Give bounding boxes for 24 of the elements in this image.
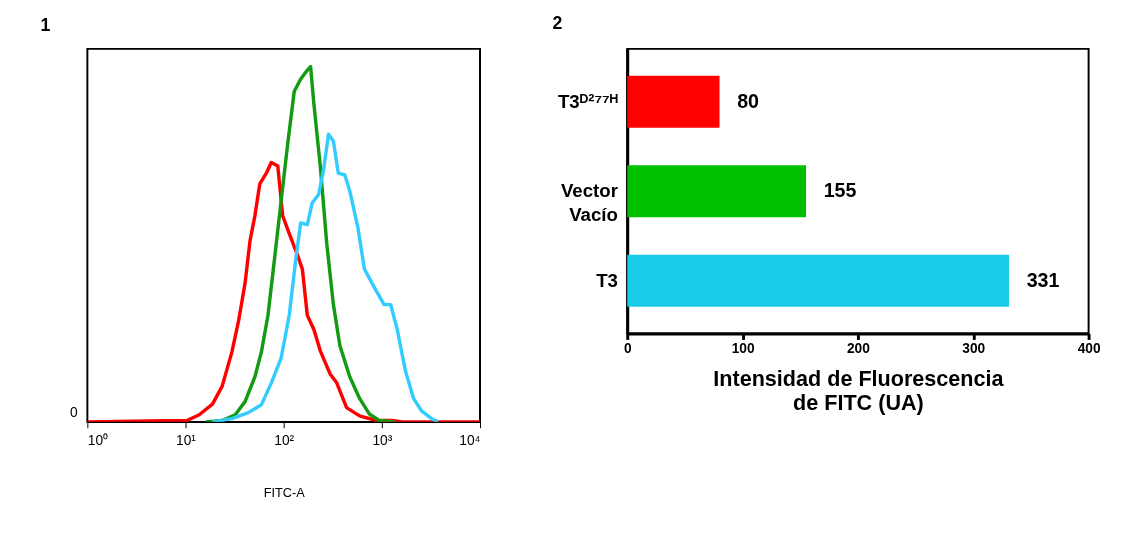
x-tick-label: 10⁰ xyxy=(87,432,109,448)
y-tick-label: T3ᴰ²⁷⁷ᴴ xyxy=(557,90,618,112)
x-axis-title: FITC-A xyxy=(263,484,306,500)
bar xyxy=(627,165,807,218)
bar xyxy=(627,75,720,128)
x-tick-label: 10² xyxy=(274,432,295,448)
x-tick-label: 0 xyxy=(623,340,632,356)
chart-title: 2 xyxy=(552,13,563,34)
x-tick-label: 10⁴ xyxy=(459,432,481,448)
y-tick-label: Vector Vacío xyxy=(560,180,618,225)
x-tick-label: 10³ xyxy=(372,432,393,448)
x-tick-label: 400 xyxy=(1077,340,1101,356)
x-tick-label: 300 xyxy=(962,340,986,356)
x-tick-label: 100 xyxy=(731,340,755,356)
x-tick-label: 10¹ xyxy=(176,432,197,448)
text: 0 xyxy=(69,404,78,420)
x-tick-label: 200 xyxy=(846,340,871,356)
y-tick-label: T3 xyxy=(596,269,618,291)
data-label: 80 xyxy=(737,89,760,112)
data-label: 155 xyxy=(823,179,857,202)
chart-title: 1 xyxy=(40,15,51,36)
x-axis-title: Intensidad de Fluorescencia de FITC (UA) xyxy=(713,366,1005,415)
bar xyxy=(627,254,1010,307)
data-label: 331 xyxy=(1026,268,1060,291)
